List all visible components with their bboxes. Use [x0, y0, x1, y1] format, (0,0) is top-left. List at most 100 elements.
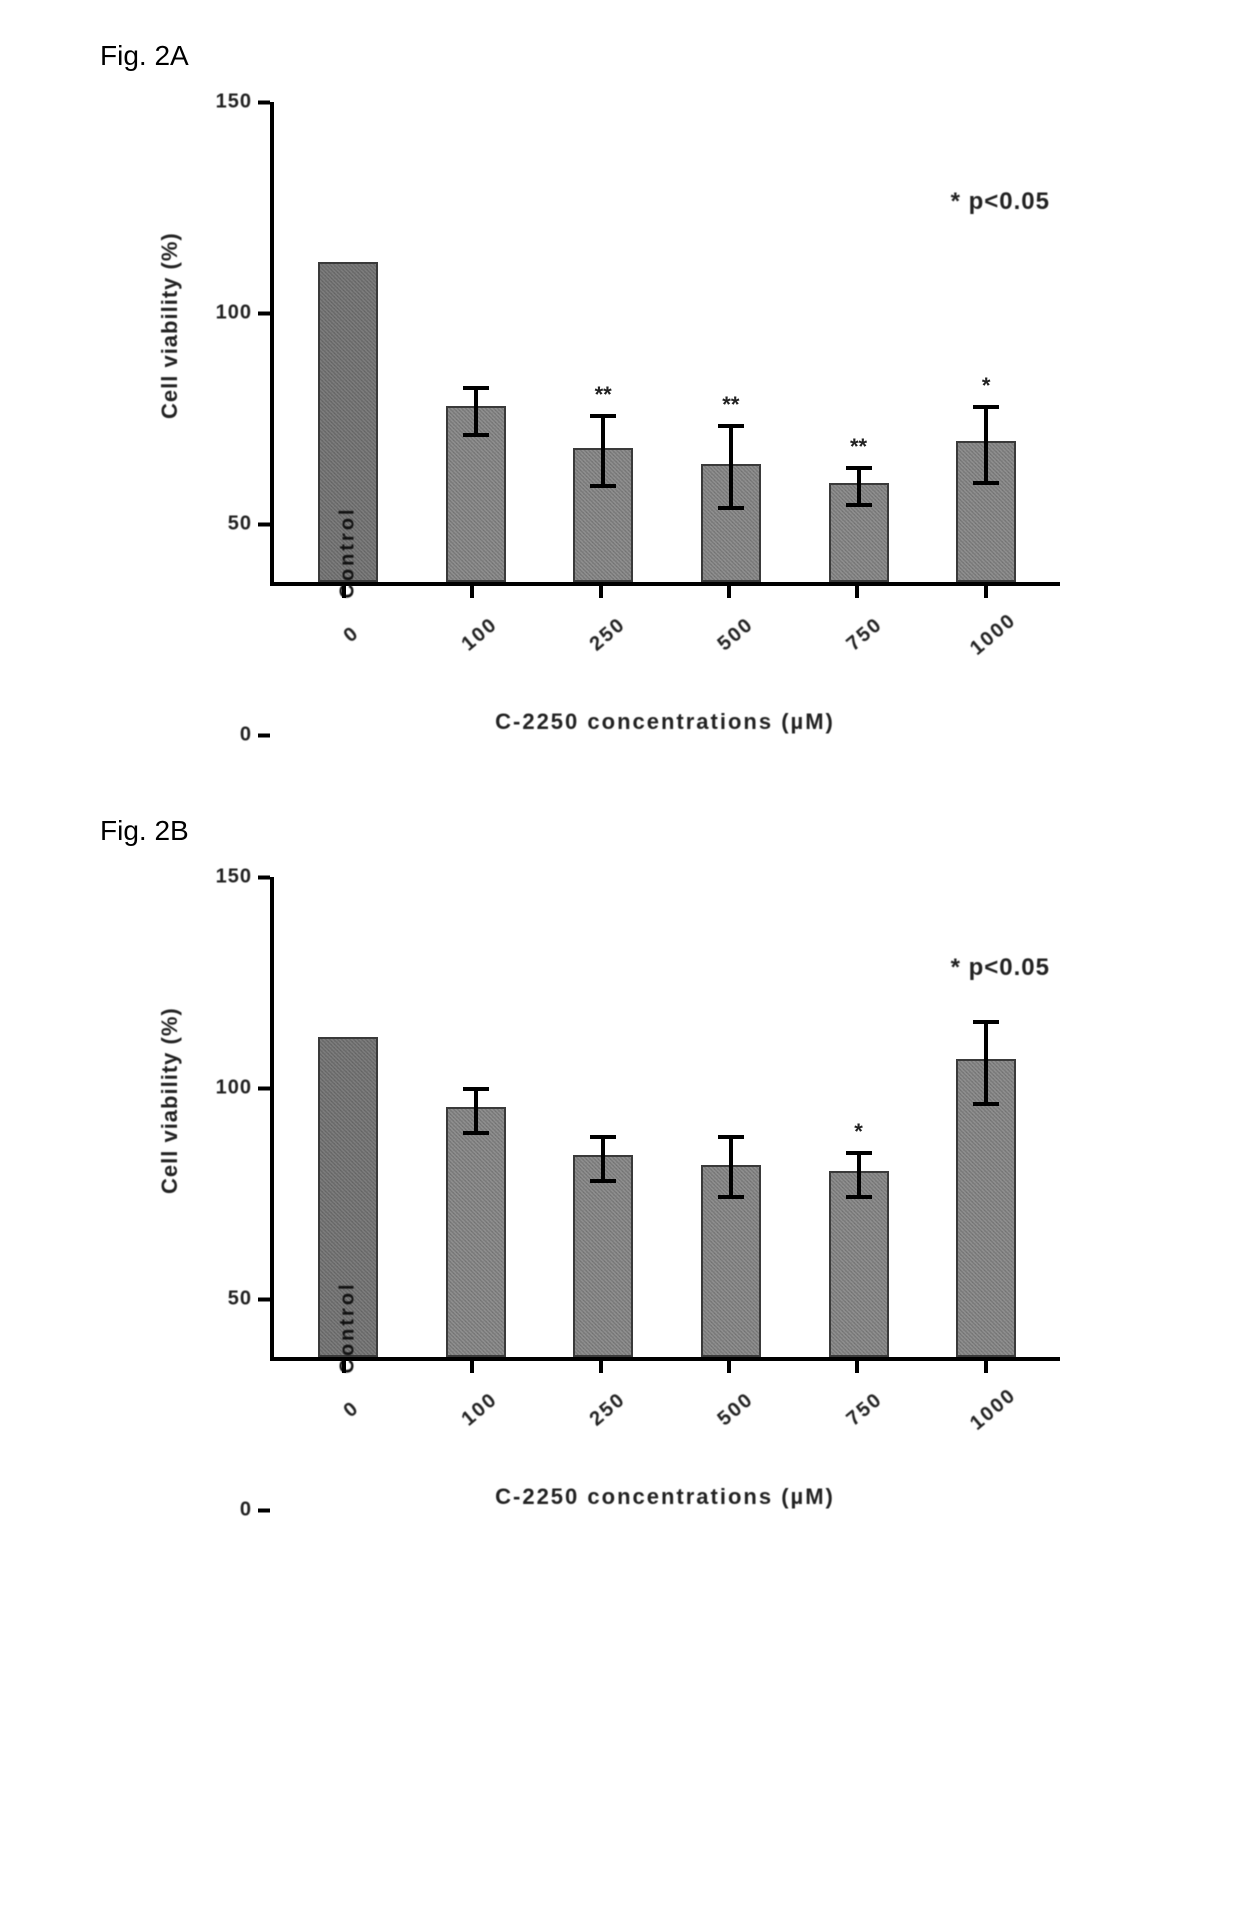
- x-tick-label: 250: [586, 613, 631, 656]
- x-tick: 250: [537, 1361, 665, 1424]
- x-tick-mark: [470, 586, 474, 598]
- x-tick-mark: [599, 1361, 603, 1373]
- bar: [446, 406, 506, 582]
- error-bar: [857, 1151, 861, 1199]
- y-tick-label: 0: [240, 1499, 252, 1522]
- x-tick: 100: [408, 1361, 536, 1424]
- y-tick-label: 150: [216, 866, 252, 889]
- bar-slot: **: [667, 102, 795, 582]
- y-tick: 0: [240, 724, 270, 747]
- error-bar: [857, 466, 861, 508]
- x-tick: 750: [793, 586, 921, 649]
- figure-label: Fig. 2B: [100, 815, 1160, 847]
- y-tick: 150: [216, 91, 270, 114]
- x-tick-mark: [599, 586, 603, 598]
- x-ticks: 01002505007501000: [270, 1361, 1060, 1424]
- bars-container: Control*******: [274, 102, 1060, 582]
- y-tick-mark: [258, 1508, 270, 1512]
- bar: [956, 1059, 1016, 1357]
- x-tick-mark: [984, 586, 988, 598]
- x-axis-label: C-2250 concentrations (µM): [270, 1484, 1060, 1510]
- significance-marker: **: [850, 434, 867, 460]
- y-tick-label: 100: [216, 302, 252, 325]
- bar-slot: [412, 877, 540, 1357]
- bar: [573, 1155, 633, 1357]
- bar-slot: [412, 102, 540, 582]
- x-ticks: 0 1002505007501000: [270, 586, 1060, 649]
- bar-control: Control: [318, 1037, 378, 1357]
- bar: **: [573, 448, 633, 582]
- bars-container: Control *: [274, 877, 1060, 1357]
- x-tick-label: 100: [457, 1388, 502, 1431]
- x-tick-mark: [470, 1361, 474, 1373]
- y-ticks: 050100150: [220, 877, 270, 1510]
- x-tick: 100: [408, 586, 536, 649]
- y-tick-mark: [258, 100, 270, 104]
- error-bar: [984, 405, 988, 485]
- y-tick: 100: [216, 1077, 270, 1100]
- x-tick-label: 100: [457, 613, 502, 656]
- x-tick-label: 0: [339, 1397, 364, 1423]
- bar-slot: Control: [284, 102, 412, 582]
- error-bar: [601, 1135, 605, 1183]
- plot-area: * p<0.05Control*: [270, 877, 1060, 1361]
- bar-slot: **: [539, 102, 667, 582]
- y-tick-mark: [258, 311, 270, 315]
- bar: [446, 1107, 506, 1357]
- figure-fig2b: Fig. 2BCell viability (%)050100150* p<0.…: [80, 815, 1160, 1510]
- y-tick: 100: [216, 302, 270, 325]
- x-tick-label: 1000: [966, 1384, 1021, 1435]
- chart: Cell viability (%)050100150* p<0.05Contr…: [180, 877, 1060, 1510]
- bar: *: [956, 441, 1016, 582]
- error-bar: [474, 1087, 478, 1135]
- x-tick-mark: [984, 1361, 988, 1373]
- y-tick-mark: [258, 522, 270, 526]
- significance-marker: *: [982, 373, 991, 399]
- figure-label: Fig. 2A: [100, 40, 1160, 72]
- error-bar: [601, 414, 605, 488]
- bar-slot: Control: [284, 877, 412, 1357]
- y-tick: 50: [228, 1288, 270, 1311]
- bar-slot: *: [922, 102, 1050, 582]
- x-tick: 250: [537, 586, 665, 649]
- x-tick: 750: [793, 1361, 921, 1424]
- bar: [701, 1165, 761, 1357]
- error-bar: [474, 386, 478, 437]
- y-axis-label: Cell viability (%): [157, 1007, 183, 1194]
- y-tick-label: 150: [216, 91, 252, 114]
- significance-marker: **: [595, 382, 612, 408]
- x-tick: 500: [665, 586, 793, 649]
- y-tick: 50: [228, 513, 270, 536]
- bar: **: [829, 483, 889, 582]
- error-bar: [984, 1020, 988, 1106]
- y-ticks: 050100150: [220, 102, 270, 735]
- bar-slot: **: [795, 102, 923, 582]
- y-tick-mark: [258, 1297, 270, 1301]
- y-tick: 0: [240, 1499, 270, 1522]
- x-tick-label: 0: [339, 622, 364, 648]
- chart: Cell viability (%)050100150* p<0.05Contr…: [180, 102, 1060, 735]
- x-tick: 0: [280, 1361, 408, 1424]
- y-tick-label: 50: [228, 1288, 252, 1311]
- bar: *: [829, 1171, 889, 1357]
- x-tick-label: 750: [842, 1388, 887, 1431]
- figure-fig2a: Fig. 2ACell viability (%)050100150* p<0.…: [80, 40, 1160, 735]
- x-tick-mark: [342, 586, 346, 598]
- bar: **: [701, 464, 761, 582]
- x-tick: 1000: [922, 586, 1050, 649]
- bar-slot: [539, 877, 667, 1357]
- x-tick: 1000: [922, 1361, 1050, 1424]
- x-tick-mark: [855, 1361, 859, 1373]
- x-tick-label: 750: [842, 613, 887, 656]
- x-axis-label: C-2250 concentrations (µM): [270, 709, 1060, 735]
- bar-slot: [667, 877, 795, 1357]
- plot-area: * p<0.05Control*******: [270, 102, 1060, 586]
- control-label: Control: [336, 506, 359, 598]
- bar-control: Control: [318, 262, 378, 582]
- x-tick-label: 250: [586, 1388, 631, 1431]
- y-tick-label: 0: [240, 724, 252, 747]
- bar-slot: *: [795, 877, 923, 1357]
- error-bar: [729, 424, 733, 510]
- y-tick-mark: [258, 1086, 270, 1090]
- x-tick-mark: [855, 586, 859, 598]
